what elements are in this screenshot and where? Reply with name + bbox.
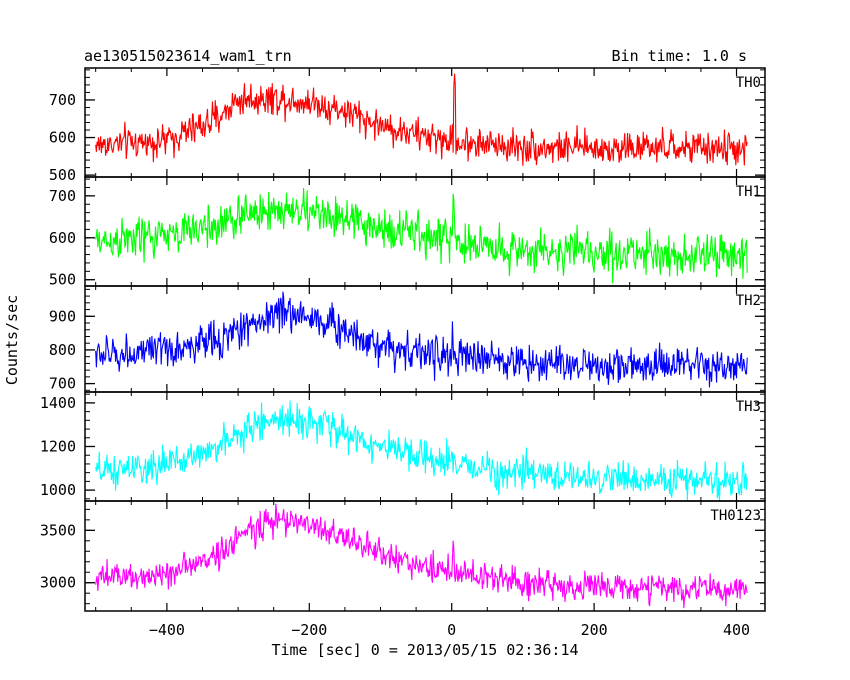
panel-th0123: 3000 3500 TH0123 [40, 500, 766, 612]
x-tick-label: 200 [581, 621, 608, 639]
panel-label-th1: TH1 [736, 184, 761, 200]
y-tick-label: 600 [49, 129, 76, 147]
x-axis-title: Time [sec] 0 = 2013/05/15 02:36:14 [271, 641, 578, 659]
y-tick-label: 700 [49, 375, 76, 393]
x-tick-label: 0 [447, 621, 456, 639]
y-tick-label: 700 [49, 91, 76, 109]
y-tick-label: 3000 [40, 574, 76, 592]
y-tick-label: 3500 [40, 521, 76, 539]
y-tick-label: 500 [49, 166, 76, 184]
chart-title: ae130515023614_wam1_trn [84, 47, 292, 65]
y-tick-label: 600 [49, 229, 76, 247]
panel-label-th0: TH0 [736, 75, 761, 91]
y-tick-label: 800 [49, 341, 76, 359]
panel-frame [84, 500, 766, 612]
y-tick-label: 700 [49, 187, 76, 205]
series-th0-line [95, 73, 748, 166]
y-tick-label: 500 [49, 271, 76, 289]
x-tick-label: −200 [291, 621, 327, 639]
panel-th1: 500 600 700 TH1 [49, 176, 766, 289]
y-tick-label: 1200 [40, 438, 76, 456]
bin-time-label: Bin time: 1.0 s [612, 47, 747, 65]
series-th0123-line [95, 503, 748, 609]
y-tick-label: 1400 [40, 394, 76, 412]
panel-frame [84, 67, 766, 178]
y-tick-label: 1000 [40, 481, 76, 499]
panel-frame [84, 285, 766, 393]
x-tick-label: −400 [149, 621, 185, 639]
panel-label-th0123: TH0123 [710, 508, 761, 524]
x-tick-label: 400 [723, 621, 750, 639]
series-th2-line [95, 291, 748, 388]
panel-label-th2: TH2 [736, 293, 761, 309]
panels: 500 600 700 TH0 500 600 700 TH1 700 800 900 TH2 1000… [40, 67, 766, 612]
panel-label-th3: TH3 [736, 399, 761, 415]
series-th1-line [95, 187, 748, 284]
panel-th0: 500 600 700 TH0 [49, 67, 766, 184]
x-axis: −400 −200 0 200 400 [149, 621, 750, 639]
panel-th3: 1000 1200 1400 TH3 [40, 391, 766, 502]
y-axis-title: Counts/sec [3, 295, 21, 385]
series-th3-line [95, 400, 748, 501]
panel-th2: 700 800 900 TH2 [49, 285, 766, 393]
y-tick-label: 900 [49, 307, 76, 325]
